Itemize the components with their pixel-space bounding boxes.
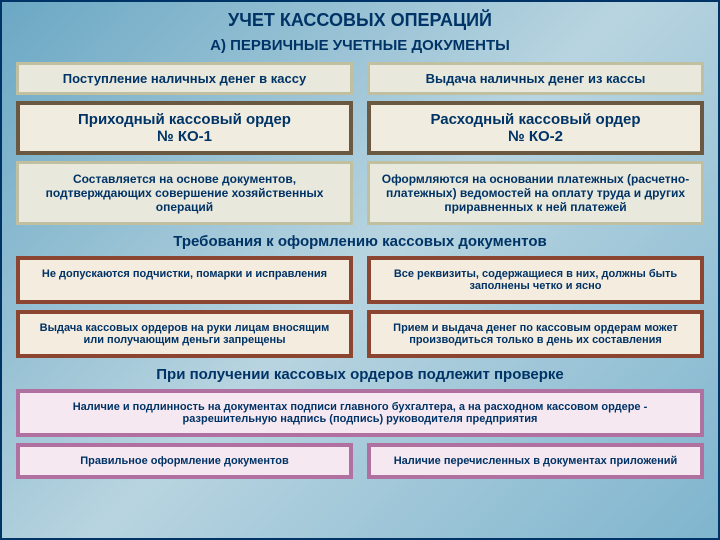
main-title: УЧЕТ КАССОВЫХ ОПЕРАЦИЙ — [16, 10, 704, 31]
order-row: Приходный кассовый ордер № КО-1 Расходны… — [16, 101, 704, 155]
order-ko2-line1: Расходный кассовый ордер — [379, 111, 692, 128]
req-all-fields: Все реквизиты, содержащиеся в них, должн… — [367, 256, 704, 304]
subtitle: А) ПЕРВИЧНЫЕ УЧЕТНЫЕ ДОКУМЕНТЫ — [16, 37, 704, 54]
check-title: При получении кассовых ордеров подлежит … — [16, 366, 704, 383]
order-ko1-box: Приходный кассовый ордер № КО-1 — [16, 101, 353, 155]
top-row: Поступление наличных денег в кассу Выдач… — [16, 62, 704, 95]
order-ko2-box: Расходный кассовый ордер № КО-2 — [367, 101, 704, 155]
desc-right-box: Оформляются на основании платежных (расч… — [367, 161, 704, 225]
check-row: Правильное оформление документов Наличие… — [16, 443, 704, 479]
slide-container: УЧЕТ КАССОВЫХ ОПЕРАЦИЙ А) ПЕРВИЧНЫЕ УЧЕТ… — [0, 0, 720, 540]
check-format-box: Правильное оформление документов — [16, 443, 353, 479]
desc-left-box: Составляется на основе документов, подтв… — [16, 161, 353, 225]
check-signatures-box: Наличие и подлинность на документах подп… — [16, 389, 704, 437]
req-row2: Выдача кассовых ордеров на руки лицам вн… — [16, 310, 704, 358]
req-no-handout: Выдача кассовых ордеров на руки лицам вн… — [16, 310, 353, 358]
req-row1: Не допускаются подчистки, помарки и испр… — [16, 256, 704, 304]
check-attachments-box: Наличие перечисленных в документах прило… — [367, 443, 704, 479]
order-ko2-line2: № КО-2 — [379, 128, 692, 145]
order-ko1-line1: Приходный кассовый ордер — [28, 111, 341, 128]
req-no-corrections: Не допускаются подчистки, помарки и испр… — [16, 256, 353, 304]
req-same-day: Прием и выдача денег по кассовым ордерам… — [367, 310, 704, 358]
requirements-title: Требования к оформлению кассовых докумен… — [16, 233, 704, 250]
outgoing-cash-box: Выдача наличных денег из кассы — [367, 62, 704, 95]
desc-row: Составляется на основе документов, подтв… — [16, 161, 704, 225]
order-ko1-line2: № КО-1 — [28, 128, 341, 145]
incoming-cash-box: Поступление наличных денег в кассу — [16, 62, 353, 95]
